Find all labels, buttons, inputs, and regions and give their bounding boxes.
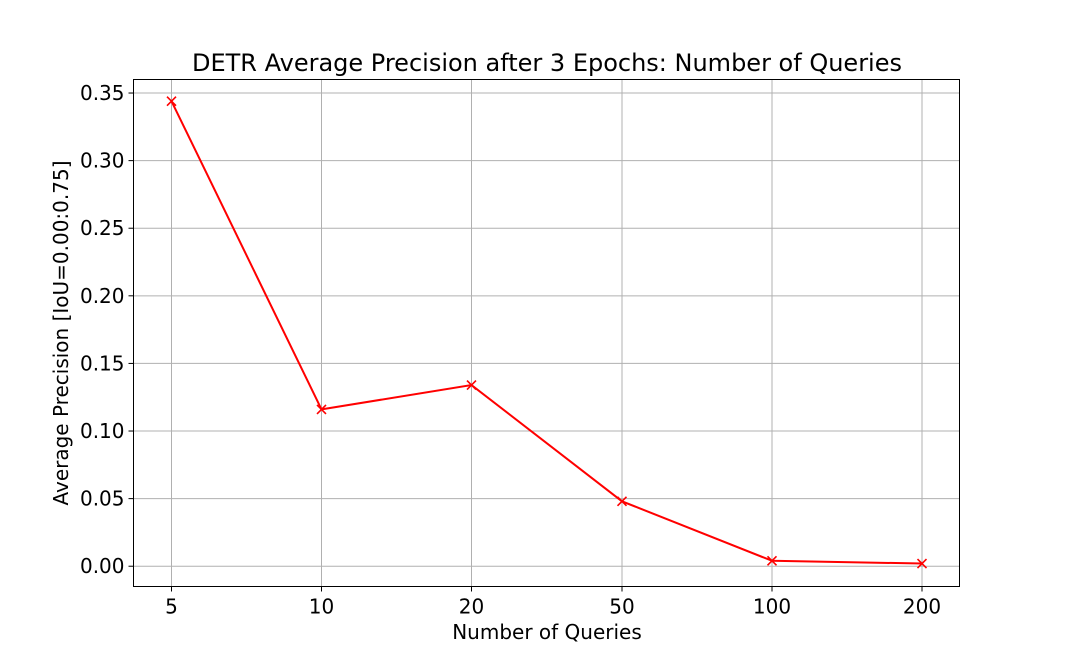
grid-lines [133, 79, 960, 587]
y-tick-label: 0.05 [80, 487, 125, 511]
y-tick-label: 0.35 [80, 81, 125, 105]
y-tick-label: 0.00 [80, 554, 125, 578]
x-tick-label: 10 [309, 595, 334, 619]
x-tick-label: 200 [903, 595, 941, 619]
y-tick-label: 0.20 [80, 284, 125, 308]
data-point-marker [316, 404, 327, 415]
series-layer [166, 96, 928, 569]
chart-title: DETR Average Precision after 3 Epochs: N… [192, 49, 902, 77]
y-tick-label: 0.30 [80, 149, 125, 173]
data-point-marker [166, 96, 177, 107]
x-tick-label: 50 [609, 595, 634, 619]
x-tick-label: 20 [459, 595, 484, 619]
data-point-marker [466, 379, 477, 391]
x-tick-label: 5 [165, 595, 178, 619]
plot-frame [133, 79, 960, 587]
data-point-marker [616, 496, 628, 507]
series-line [170, 100, 923, 565]
axis-ticks: 5 10 20 50 100 200 0.00 0.05 0.10 0.15 0.20 0.25 0.3… [80, 81, 941, 618]
data-point-marker [766, 555, 778, 566]
y-tick-label: 0.10 [80, 419, 125, 443]
y-axis-label: Average Precision [IoU=0.00:0.75] [49, 160, 73, 505]
y-tick-label: 0.15 [80, 351, 125, 375]
x-tick-label: 100 [753, 595, 791, 619]
x-axis-label: Number of Queries [452, 620, 642, 644]
data-point-marker [916, 558, 928, 569]
y-tick-label: 0.25 [80, 216, 125, 240]
